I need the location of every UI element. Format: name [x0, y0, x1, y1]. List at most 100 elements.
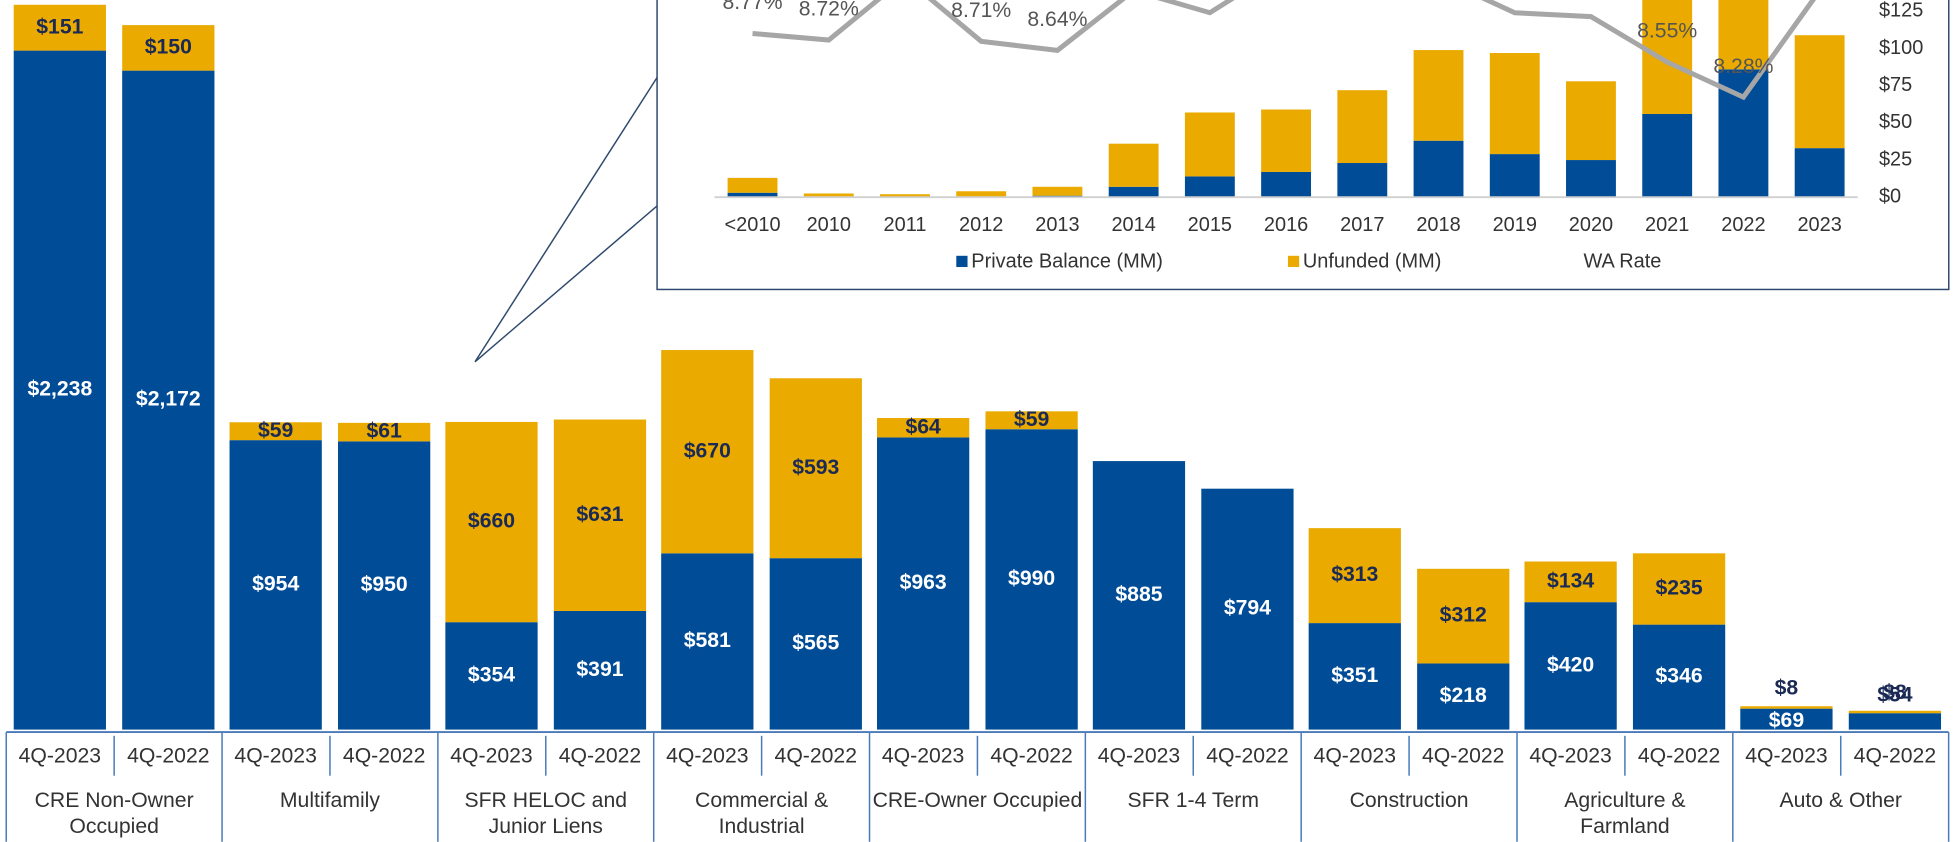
y-tick-label: $125: [1879, 0, 1923, 22]
y-tick-label: $100: [1879, 37, 1923, 59]
x-tick-label: 2011: [884, 214, 927, 236]
x-tick-label: 2019: [1493, 214, 1537, 236]
data-label: $885: [1115, 583, 1162, 606]
x-tick-label: 2021: [1645, 214, 1689, 236]
group-label: CRE-Owner Occupied: [872, 788, 1083, 812]
data-label: $69: [1769, 709, 1804, 732]
bar-segment: [1417, 568, 1510, 664]
bar-segment: [1566, 160, 1616, 198]
legend-swatch: [956, 255, 968, 268]
y-tick-label: $50: [1879, 111, 1912, 133]
bar-segment: [1566, 81, 1616, 161]
data-label: $59: [1014, 408, 1049, 431]
x-tick-label: 4Q-2023: [450, 745, 532, 768]
y-tick-label: $25: [1879, 148, 1912, 170]
x-tick-label: 4Q-2023: [234, 745, 316, 768]
bar-segment: [1092, 461, 1186, 730]
callout-line: [474, 77, 658, 363]
rate-label: 8.64%: [1027, 8, 1087, 31]
data-label: $218: [1440, 684, 1487, 707]
data-label: $2,172: [136, 388, 201, 411]
bar-segment: [1308, 623, 1401, 730]
bar-segment: [661, 553, 754, 730]
data-label: $794: [1224, 597, 1271, 620]
legend-swatch: [1287, 255, 1300, 268]
data-label: $631: [576, 503, 623, 526]
bar-segment: [445, 622, 538, 730]
data-label: $354: [468, 663, 515, 686]
rate-label: 8.77%: [722, 0, 782, 14]
bar-segment: [1184, 112, 1235, 177]
bar-segment: [13, 50, 106, 730]
data-label: $54: [1877, 683, 1913, 706]
bar-segment: [122, 25, 215, 71]
bar-segment: [1642, 113, 1693, 198]
x-tick-label: 2023: [1797, 214, 1841, 236]
x-tick-label: 2012: [959, 214, 1003, 236]
data-label: $346: [1656, 665, 1703, 688]
data-label: $235: [1656, 577, 1703, 600]
group-label-box: SFR 1-4 Term: [1127, 788, 1259, 812]
legend-label: Unfunded (MM): [1303, 250, 1442, 272]
data-label: $151: [36, 15, 83, 38]
bar-segment: [1108, 186, 1159, 198]
bar-segment: [1261, 171, 1312, 198]
bar-segment: [1261, 109, 1312, 172]
x-tick-label: 4Q-2023: [1314, 745, 1396, 768]
bar-segment: [1337, 90, 1388, 164]
bar-segment: [1740, 708, 1833, 730]
legend-label: Private Balance (MM): [971, 250, 1163, 272]
bar-segment: [338, 422, 431, 442]
data-label: $64: [905, 415, 941, 438]
group-label-box: CRE-Owner Occupied: [872, 788, 1083, 812]
x-tick-label: 4Q-2023: [882, 745, 964, 768]
x-tick-label: 4Q-2022: [559, 745, 641, 768]
bar-segment: [1184, 176, 1235, 198]
bar-segment: [1848, 710, 1942, 714]
data-label: $134: [1547, 569, 1594, 592]
group-label-box: Construction: [1349, 788, 1469, 812]
rate-label: 8.55%: [1637, 20, 1697, 43]
bar-segment: [769, 378, 862, 559]
bar-segment: [769, 558, 862, 730]
bar-segment: [803, 193, 854, 197]
bar-segment: [727, 177, 778, 193]
x-tick-label: 2022: [1721, 214, 1765, 236]
x-tick-label: 4Q-2022: [1206, 745, 1288, 768]
group-label: CRE Non-Owner Occupied: [34, 788, 194, 839]
x-tick-label: 4Q-2022: [1638, 745, 1720, 768]
x-tick-label: <2010: [725, 214, 781, 236]
data-label: $351: [1331, 664, 1378, 687]
data-label: $950: [361, 573, 408, 596]
x-tick-label: 2014: [1111, 214, 1155, 236]
rate-label: 8.71%: [951, 0, 1011, 22]
x-tick-label: 2020: [1569, 214, 1613, 236]
x-tick-label: 2010: [807, 214, 851, 236]
bar-segment: [1489, 154, 1540, 198]
bar-segment: [661, 350, 754, 554]
x-tick-label: 4Q-2023: [1098, 745, 1180, 768]
group-label-box: Multifamily: [279, 788, 381, 812]
bar-segment: [1413, 50, 1464, 141]
data-label: $954: [252, 572, 299, 595]
group-label: Agriculture & Farmland: [1564, 788, 1686, 839]
data-label: $312: [1440, 604, 1487, 627]
bar-segment: [338, 441, 431, 730]
rate-line: [752, 0, 1817, 101]
bar-segment: [877, 437, 970, 730]
data-label: $391: [576, 658, 623, 681]
bar-segment: [1848, 713, 1942, 730]
data-label: $581: [684, 629, 731, 652]
bar-segment: [1417, 663, 1510, 730]
bar-segment: [1108, 143, 1159, 187]
group-label-box: Auto & Other: [1779, 788, 1902, 812]
data-label: $61: [366, 420, 402, 443]
data-label: $565: [792, 631, 839, 654]
group-label: Commercial & Industrial: [695, 788, 829, 839]
bar-segment: [1413, 140, 1464, 198]
x-tick-label: 4Q-2023: [1529, 745, 1611, 768]
bar-segment: [1201, 488, 1294, 730]
group-label: Multifamily: [279, 788, 381, 812]
bar-segment: [1794, 35, 1845, 149]
group-label: Construction: [1349, 788, 1469, 812]
